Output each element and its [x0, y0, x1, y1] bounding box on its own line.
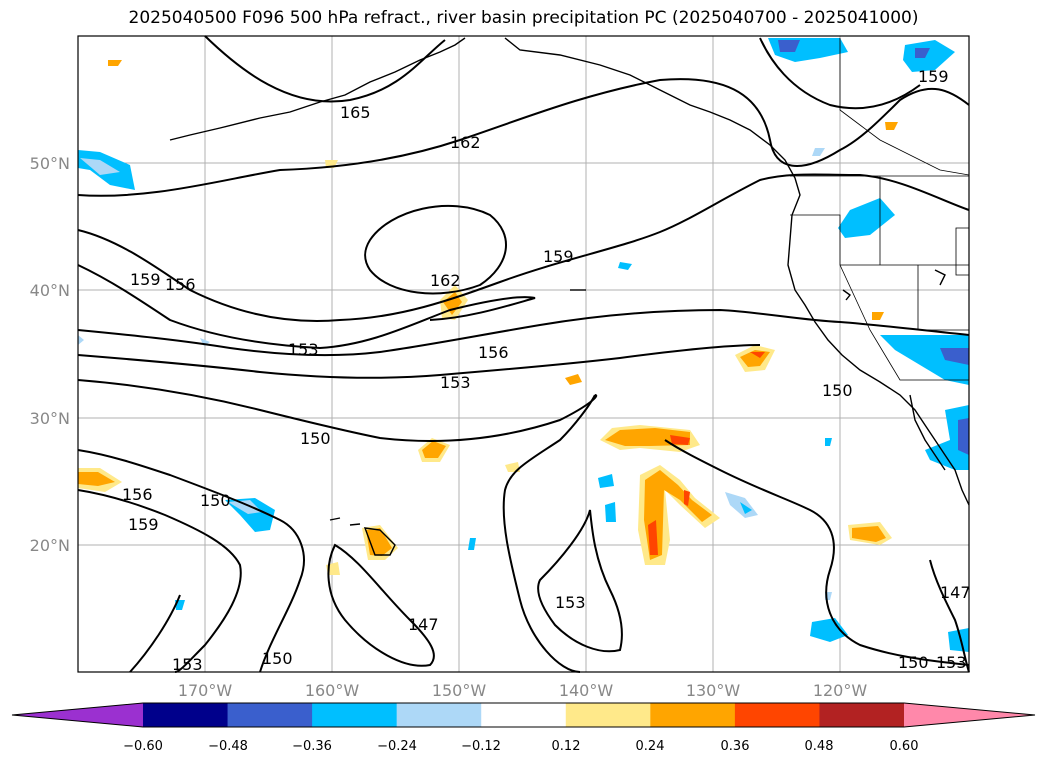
colorbar-tick-labels: −0.60 −0.48 −0.36 −0.24 −0.12 0.12 0.24 …: [123, 739, 918, 754]
colorbar-tick: −0.12: [461, 739, 501, 754]
lat-label: 30°N: [30, 409, 70, 428]
contour-labels: 165 162 162 159 159 159 156 156 153 153 …: [122, 67, 971, 674]
colorbar-segment: [312, 703, 398, 727]
contour-label: 156: [478, 343, 509, 362]
colorbar-segment: [143, 703, 229, 727]
contour-label: 159: [918, 67, 949, 86]
lon-label: 160°W: [305, 681, 360, 700]
lat-label: 40°N: [30, 281, 70, 300]
map-title: 2025040500 F096 500 hPa refract., river …: [128, 8, 919, 28]
colorbar-segment: [227, 703, 313, 727]
contour-label: 153: [555, 593, 586, 612]
colorbar-extend-low: [12, 703, 143, 727]
colorbar-tick: 0.24: [636, 739, 665, 754]
political-borders: [790, 38, 970, 381]
lat-label: 50°N: [30, 154, 70, 173]
contour-label: 150: [300, 429, 331, 448]
contour-label: 156: [122, 485, 153, 504]
colorbar-segment: [650, 703, 736, 727]
colorbar-tick: −0.36: [292, 739, 332, 754]
contour-label: 150: [200, 491, 231, 510]
longitude-labels: 170°W 160°W 150°W 140°W 130°W 120°W: [178, 681, 868, 700]
refractivity-contours: [77, 35, 970, 673]
contour-label: 150: [898, 653, 929, 672]
contour-label: 159: [130, 270, 161, 289]
contour-label: 159: [543, 247, 574, 266]
colorbar-tick: 0.48: [805, 739, 834, 754]
contour-label: 150: [822, 381, 853, 400]
colorbar-segment: [819, 703, 905, 727]
contour-label: 162: [430, 271, 461, 290]
colorbar-tick: 0.60: [890, 739, 919, 754]
contour-label: 165: [340, 103, 371, 122]
lon-label: 140°W: [559, 681, 614, 700]
colorbar-tick: 0.36: [721, 739, 750, 754]
contour-label: 162: [450, 133, 481, 152]
colorbar-segment: [396, 703, 482, 727]
lon-label: 150°W: [432, 681, 487, 700]
contour-label: 156: [165, 275, 196, 294]
latitude-labels: 50°N 40°N 30°N 20°N: [30, 154, 70, 555]
contour-label: 153: [288, 340, 319, 359]
contour-label: 159: [128, 515, 159, 534]
lon-label: 120°W: [813, 681, 868, 700]
colorbar-segment: [481, 703, 567, 727]
precipitation-fill: [78, 38, 969, 652]
lon-label: 130°W: [686, 681, 741, 700]
colorbar-outline: [11, 702, 1036, 728]
colorbar-extend-high: [904, 703, 1035, 727]
contour-label: 147: [940, 583, 971, 602]
colorbar: [11, 702, 1036, 728]
contour-label: 153: [440, 373, 471, 392]
colorbar-segment: [565, 703, 651, 727]
colorbar-segment: [734, 703, 820, 727]
coastlines: [169, 37, 970, 556]
contour-label: 150: [262, 649, 293, 668]
contour-label: 153: [936, 653, 967, 672]
graticule: [78, 36, 969, 672]
colorbar-tick: −0.60: [123, 739, 163, 754]
colorbar-tick: −0.24: [377, 739, 417, 754]
map-background: [78, 36, 969, 672]
contour-label: 147: [408, 615, 439, 634]
lon-label: 170°W: [178, 681, 233, 700]
colorbar-tick: −0.48: [208, 739, 248, 754]
map-frame: [77, 35, 970, 673]
colorbar-tick: 0.12: [552, 739, 581, 754]
contour-label: 153: [172, 655, 203, 674]
lat-label: 20°N: [30, 536, 70, 555]
